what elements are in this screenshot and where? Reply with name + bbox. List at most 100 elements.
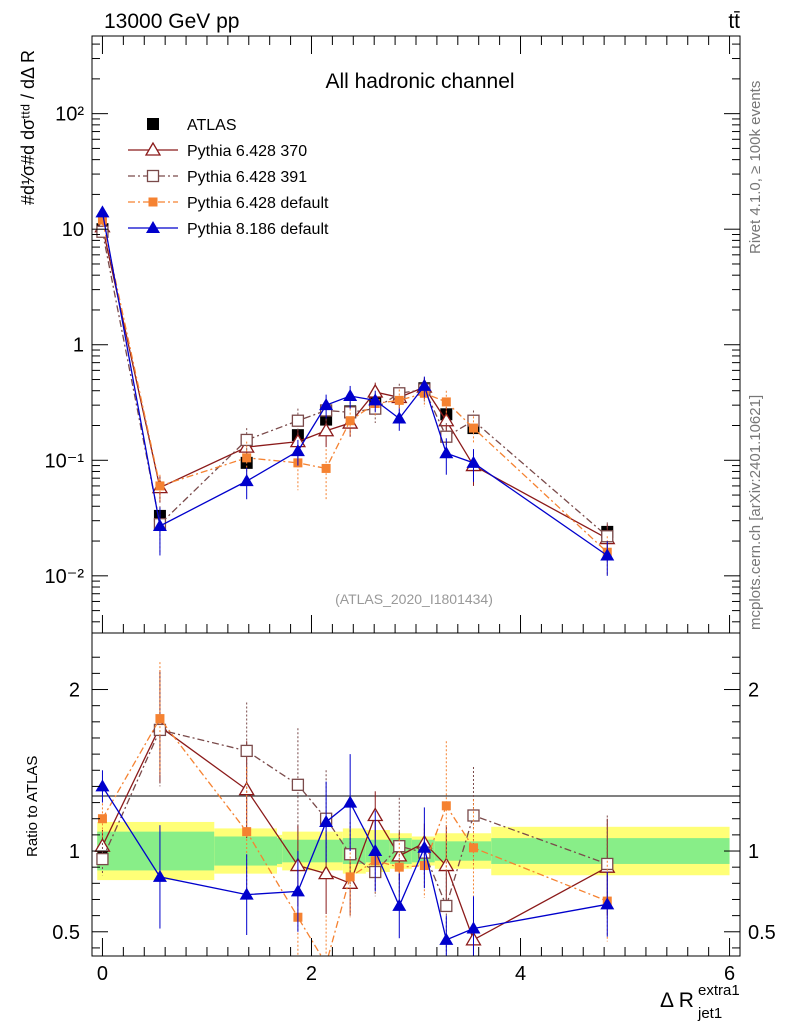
ratio-point (155, 714, 165, 724)
x-tick-label: 0 (97, 963, 108, 985)
data-point (439, 446, 454, 459)
y-tick-label: 10⁻² (45, 566, 85, 588)
ratio-point (343, 795, 358, 808)
data-point (438, 412, 455, 427)
ratio-series-group (94, 662, 616, 969)
ratio-point (468, 843, 478, 853)
y-axis-label-text: #d¹⁄σ#d dσᵗᵗᵈ / dΔ R (18, 50, 38, 205)
ratio-point (291, 778, 305, 791)
data-point (441, 397, 451, 407)
process-label: tt̄ (728, 10, 740, 33)
data-point (368, 393, 383, 406)
series-atlas (96, 223, 614, 538)
ratio-point (97, 814, 107, 824)
ratio-point (290, 884, 305, 897)
ratio-y-tick-label: 0.5 (52, 922, 80, 944)
energy-label: 13000 GeV pp (104, 10, 239, 33)
data-point (321, 463, 331, 473)
y-axis-label: #d¹⁄σ#d dσᵗᵗᵈ / dΔ R (18, 50, 38, 205)
y-tick-label: 10² (55, 104, 84, 126)
ratio-point (441, 801, 451, 811)
ratio-line (101, 786, 608, 941)
x-axis-label-sub: jet1 (697, 1005, 722, 1022)
ratio-series-pythia-6-428-391 (96, 673, 614, 955)
ratio-series-pythia-6-428-370 (94, 670, 616, 956)
ratio-y-label: Ratio to ATLAS (24, 756, 41, 857)
data-point (152, 518, 167, 531)
legend-label: Pythia 8.186 default (187, 221, 329, 238)
legend-marker (147, 118, 159, 130)
ratio-uncertainty-bands (97, 821, 730, 881)
data-point (155, 481, 165, 491)
legend-label: Pythia 6.428 370 (187, 143, 307, 160)
ratio-y-tick-label: 1 (69, 841, 80, 863)
ratio-series-pythia-8-186-default (95, 754, 615, 956)
rivet-label: Rivet 4.1.0, ≥ 100k events (747, 81, 764, 254)
legend-label: ATLAS (187, 117, 237, 134)
ratio-line (101, 725, 608, 941)
legend-item: Pythia 6.428 default (128, 195, 329, 212)
data-point (290, 444, 305, 457)
series-line (101, 212, 608, 557)
ratio-point (417, 840, 432, 853)
ratio-point (322, 960, 331, 969)
ratio-band-inner (276, 838, 283, 864)
ratio-point (96, 852, 109, 866)
x-tick-label: 4 (515, 963, 526, 985)
ratio-y-tick-label-right: 2 (748, 680, 759, 702)
data-point (466, 455, 481, 468)
legend-item: Pythia 6.428 391 (128, 169, 307, 186)
ratio-point (345, 872, 355, 882)
ratio-point (368, 844, 383, 857)
x-axis-label: Δ R extra1 jet1 (660, 982, 740, 1022)
ratio-frame (91, 632, 741, 957)
ratio-point (466, 921, 481, 934)
ratio-point (95, 779, 110, 792)
axes-group: 10⁻² 10⁻¹ 1 10 10² 0.5 0.5 1 1 2 2 0 2 4 6 (45, 36, 776, 985)
ratio-line (101, 729, 608, 908)
legend-label: Pythia 6.428 default (187, 195, 329, 212)
data-point (345, 416, 355, 426)
ratio-point (239, 887, 254, 900)
series-line (101, 231, 608, 537)
channel-title: All hadronic channel (325, 70, 514, 93)
data-point (240, 433, 253, 447)
ratio-y-tick-label-right: 1 (748, 841, 759, 863)
ratio-band-inner (97, 831, 215, 871)
x-axis-label-sup: extra1 (698, 982, 740, 999)
ratio-point (242, 827, 252, 837)
data-point (417, 378, 432, 391)
data-point (343, 389, 358, 402)
ratio-point (319, 814, 334, 827)
ratio-point (600, 897, 615, 910)
y-tick-label: 10 (62, 219, 84, 241)
legend-marker (146, 169, 160, 183)
legend-label: Pythia 6.428 391 (187, 169, 307, 186)
series-pythia-8-186-default (95, 205, 615, 576)
series-line (101, 219, 608, 553)
x-tick-label: 6 (724, 963, 735, 985)
data-point (392, 411, 407, 424)
ratio-point (393, 840, 406, 853)
legend-item: Pythia 6.428 370 (128, 141, 307, 160)
main-series-group (94, 205, 616, 576)
data-point (600, 548, 615, 561)
ratio-point (439, 932, 454, 945)
legend-item: ATLAS (147, 117, 237, 134)
series-pythia-6-428-370 (94, 218, 616, 559)
ratio-band-inner (282, 839, 343, 863)
series-line (101, 226, 608, 540)
analysis-id: (ATLAS_2020_I1801434) (335, 591, 493, 607)
legend-marker (144, 141, 162, 156)
ratio-y-tick-label: 2 (69, 680, 80, 702)
ratio-point (152, 869, 167, 882)
data-point (319, 398, 334, 411)
x-axis-label-main: Δ R (660, 989, 694, 1012)
series-pythia-6-428-default (97, 215, 612, 576)
data-point (95, 205, 110, 218)
y-tick-label: 1 (73, 335, 84, 357)
legend: ATLAS Pythia 6.428 370 Pythia 6.428 391 Pyt… (128, 117, 329, 238)
y-tick-label: 10⁻¹ (45, 450, 85, 472)
legend-marker (146, 221, 160, 233)
